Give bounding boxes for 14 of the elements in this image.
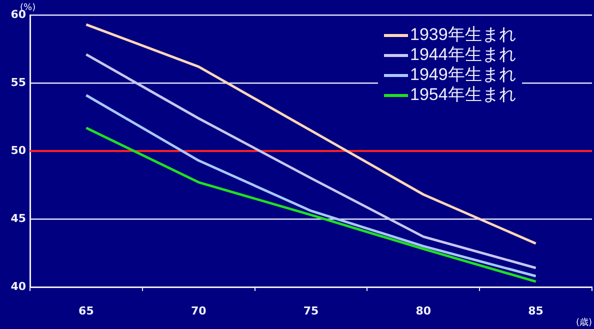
x-tick-label: 65 — [78, 304, 94, 318]
legend-label: 1939年生まれ — [410, 25, 516, 45]
x-tick-label: 70 — [190, 304, 207, 318]
legend-label: 1944年生まれ — [410, 45, 516, 65]
x-axis-title: (歳) — [576, 316, 592, 328]
x-tick-label: 80 — [416, 304, 432, 318]
y-tick-label: 45 — [10, 212, 26, 225]
x-tick-label: 85 — [528, 304, 544, 318]
y-tick-label: 50 — [10, 144, 26, 157]
legend-label: 1949年生まれ — [410, 65, 516, 85]
legend-label: 1954年生まれ — [410, 85, 516, 105]
y-tick-label: 55 — [10, 76, 26, 89]
y-tick-label: 40 — [10, 280, 26, 293]
x-tick-label: 75 — [303, 304, 319, 318]
